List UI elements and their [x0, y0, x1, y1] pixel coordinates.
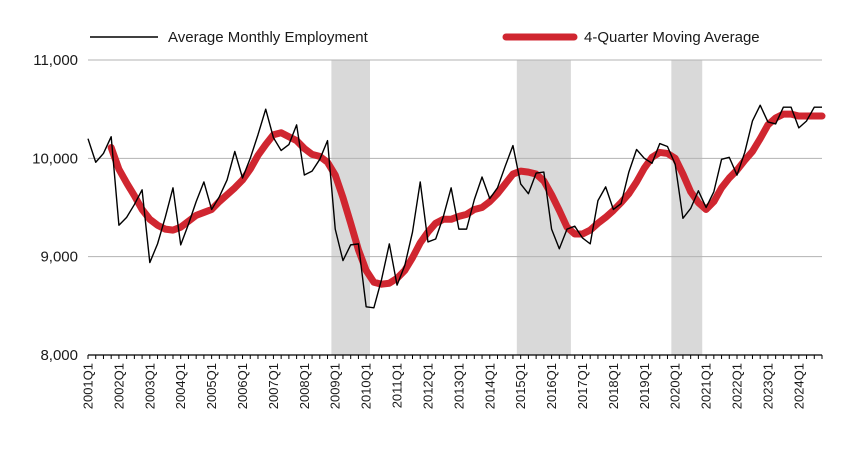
y-tick-label: 11,000: [33, 52, 78, 69]
x-tick-label: 2023Q1: [760, 363, 775, 409]
legend-label-moving-average: 4-Quarter Moving Average: [584, 29, 760, 46]
gridlines: [88, 59, 822, 258]
x-tick-label: 2013Q1: [451, 363, 466, 409]
x-tick-label: 2011Q1: [390, 363, 405, 408]
x-axis: [87, 354, 823, 359]
shaded-period-1: [331, 60, 371, 355]
shaded-periods: [331, 60, 703, 355]
y-tick-label: 9,000: [40, 249, 78, 266]
x-tick-label: 2005Q1: [204, 363, 219, 409]
x-tick-label: 2024Q1: [791, 363, 806, 409]
x-tick-label: 2008Q1: [297, 363, 312, 409]
x-tick-label: 2010Q1: [359, 363, 374, 409]
shaded-period-2: [516, 60, 571, 355]
x-tick-label: 2001Q1: [81, 363, 96, 409]
x-tick-label: 2022Q1: [730, 363, 745, 409]
x-tick-label: 2012Q1: [420, 363, 435, 409]
x-axis-tick-labels: 2001Q1 2002Q1 2003Q1 2004Q1 2005Q1 2006Q1 2007…: [81, 363, 807, 409]
legend: Average Monthly Employment 4-Quarter Mov…: [90, 29, 760, 46]
series-line-monthly-employment: [87, 104, 822, 309]
x-tick-label: 2016Q1: [544, 363, 559, 409]
x-tick-label: 2007Q1: [266, 363, 281, 409]
y-tick-label: 8,000: [40, 347, 78, 364]
legend-label-monthly-employment: Average Monthly Employment: [168, 29, 369, 46]
x-tick-label: 2014Q1: [482, 363, 497, 409]
y-tick-label: 10,000: [32, 150, 78, 167]
x-tick-label: 2020Q1: [668, 363, 683, 409]
x-tick-label: 2003Q1: [142, 363, 157, 409]
x-tick-label: 2004Q1: [173, 363, 188, 409]
series-lines: [87, 104, 826, 309]
x-tick-label: 2015Q1: [513, 363, 528, 409]
x-tick-label: 2021Q1: [699, 363, 714, 409]
x-tick-label: 2018Q1: [606, 363, 621, 409]
series-line-moving-average: [107, 110, 826, 288]
shaded-period-3: [671, 60, 703, 355]
y-axis-tick-labels: 8,000 9,000 10,000 11,000: [32, 52, 78, 364]
x-tick-label: 2006Q1: [235, 363, 250, 409]
x-tick-label: 2002Q1: [111, 363, 126, 409]
x-tick-label: 2017Q1: [575, 363, 590, 409]
x-tick-label: 2019Q1: [637, 363, 652, 409]
x-tick-label: 2009Q1: [328, 363, 343, 409]
